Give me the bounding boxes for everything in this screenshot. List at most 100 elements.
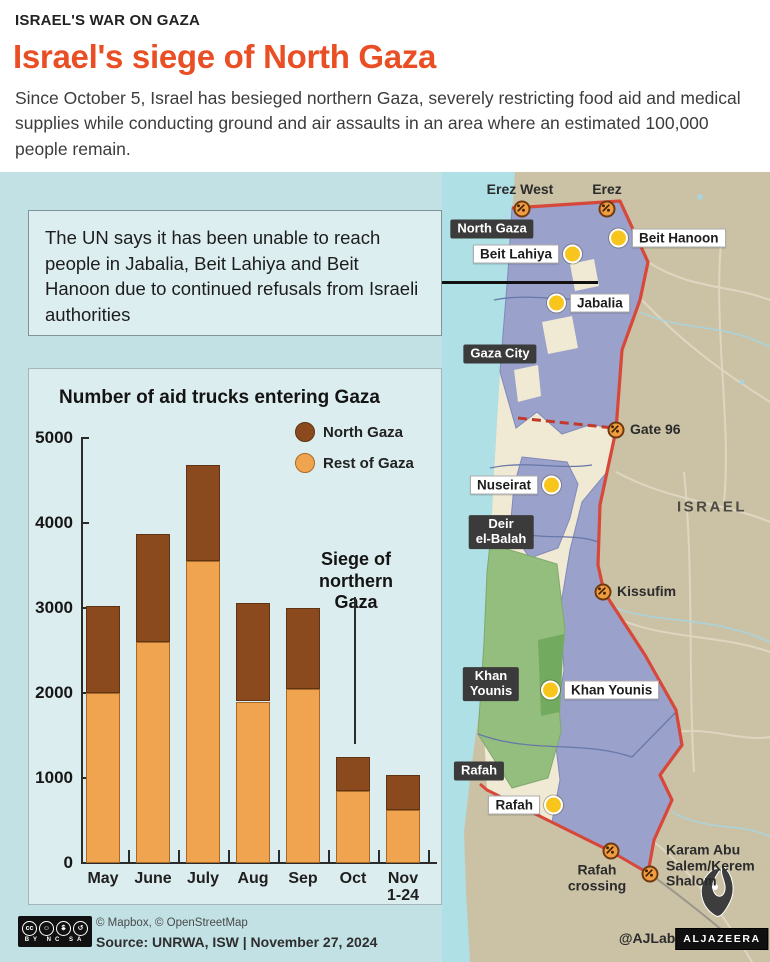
x-axis-tick [378, 850, 380, 862]
city-label: Beit Lahiya [472, 244, 559, 264]
cc-nc-icon: $ [56, 920, 71, 936]
netzarim-dashed-line [517, 416, 615, 430]
cc-labels: BY NC SA [24, 936, 86, 943]
crossing-icon [594, 583, 612, 601]
x-axis-tick [128, 850, 130, 862]
callout-connector-line [442, 281, 598, 284]
map-text-label: Kissufim [617, 583, 677, 600]
y-axis-label: 0 [63, 853, 73, 872]
city-label: Nuseirat [469, 475, 538, 495]
bar-north-gaza [86, 606, 120, 693]
city-marker: Nuseirat [469, 475, 561, 495]
bar-north-gaza [136, 534, 170, 642]
bar-rest-of-gaza [336, 790, 370, 863]
legend-swatch [295, 453, 315, 473]
cc-icon: cc [22, 920, 37, 936]
y-axis-tick [81, 777, 89, 779]
city-label: Jabalia [570, 293, 630, 313]
page-title: Israel's siege of North Gaza [13, 38, 437, 75]
legend-label: Rest of Gaza [323, 454, 414, 472]
map-canvas [442, 172, 770, 962]
chart-title: Number of aid trucks entering Gaza [59, 387, 380, 408]
x-axis-tick [178, 850, 180, 862]
city-dot [547, 293, 566, 313]
y-axis-tick [81, 692, 89, 694]
map-text-label: Erez [592, 181, 622, 198]
bar-rest-of-gaza [286, 688, 320, 863]
y-axis-tick [81, 607, 89, 609]
legend-entry: North Gaza [295, 422, 414, 442]
x-axis-category: Nov 1-24 [386, 870, 420, 904]
city-dot [563, 244, 582, 264]
city-dot [542, 475, 561, 495]
city-dot [544, 795, 563, 815]
governorate-label: North Gaza [450, 219, 534, 239]
bar-rest-of-gaza [186, 561, 220, 863]
cc-by-icon: ☺ [39, 920, 54, 936]
cc-sa-icon: ↺ [73, 920, 88, 936]
governorate-label: Khan Younis [462, 667, 520, 701]
pond [739, 379, 745, 385]
legend-entry: Rest of Gaza [295, 453, 414, 473]
map-attribution: © Mapbox, © OpenStreetMap [96, 917, 248, 929]
callout-box: The UN says it has been unable to reach … [28, 210, 442, 336]
aid-trucks-chart: Number of aid trucks entering Gaza North… [28, 368, 442, 905]
crossing-icon [641, 865, 659, 883]
city-marker: Beit Hanoon [609, 228, 726, 248]
map-text-label: Rafah crossing [567, 861, 627, 893]
map-text-label: Erez West [486, 181, 554, 198]
map-text-label: Gate 96 [630, 421, 681, 438]
philadelphi-border-line [479, 782, 649, 875]
bar-rest-of-gaza [236, 701, 270, 863]
governorate-label: Deir el-Balah [468, 515, 534, 549]
map-text-label: ISRAEL [676, 498, 748, 516]
y-axis-label: 5000 [35, 428, 73, 447]
bar-north-gaza [386, 774, 420, 811]
chart-annotation-line [354, 597, 356, 744]
bar-rest-of-gaza [86, 693, 120, 863]
city-label: Rafah [488, 795, 540, 815]
content-panel: The UN says it has been unable to reach … [0, 172, 770, 962]
y-axis-label: 1000 [35, 768, 73, 787]
x-axis-tick [328, 850, 330, 862]
x-axis-tick [428, 850, 430, 862]
bar-rest-of-gaza [386, 810, 420, 863]
bar-north-gaza [336, 756, 370, 791]
legend-swatch [295, 422, 315, 442]
zone-green-dark [538, 634, 564, 716]
y-axis-line [81, 438, 83, 863]
crossing-icon [607, 421, 625, 439]
city-marker: Jabalia [547, 293, 630, 313]
description: Since October 5, Israel has besieged nor… [15, 88, 741, 159]
bar-north-gaza [236, 602, 270, 702]
y-axis-label: 3000 [35, 598, 73, 617]
gaza-border-line [511, 199, 684, 874]
chart-legend: North Gaza Rest of Gaza [295, 422, 414, 473]
gaza-map: ALJAZEERA North Gaza Gaza City Deir el-Bal… [442, 172, 770, 962]
bar-north-gaza [286, 608, 320, 689]
crossing-icon [513, 200, 531, 218]
aljazeera-calligraphy-logo [700, 865, 734, 917]
city-marker: Khan Younis [541, 680, 660, 700]
bar-north-gaza [186, 465, 220, 562]
x-axis-tick [228, 850, 230, 862]
x-axis-line [81, 862, 437, 864]
x-axis-category: Aug [237, 870, 269, 887]
aljazeera-logo-box: ALJAZEERA [675, 928, 769, 950]
governorate-label: Rafah [453, 761, 505, 781]
city-marker: Rafah [488, 795, 563, 815]
zone-green [477, 543, 566, 789]
x-axis-category: May [87, 870, 119, 887]
x-axis-category: Sep [288, 870, 318, 887]
y-axis-label: 2000 [35, 683, 73, 702]
crossing-icon [598, 200, 616, 218]
chart-annotation: Siege of northern Gaza [319, 549, 393, 613]
cc-icons: cc ☺ $ ↺ [22, 920, 88, 936]
creative-commons-badge: cc ☺ $ ↺ BY NC SA [18, 916, 92, 947]
y-axis-tick [81, 437, 89, 439]
x-axis-category: Oct [339, 870, 367, 887]
chart-plot-area: 0 1000 2000 3000 4000 5000 May June July Aug Sep Oc… [29, 369, 443, 906]
pond [697, 194, 703, 200]
city-label: Beit Hanoon [632, 228, 726, 248]
